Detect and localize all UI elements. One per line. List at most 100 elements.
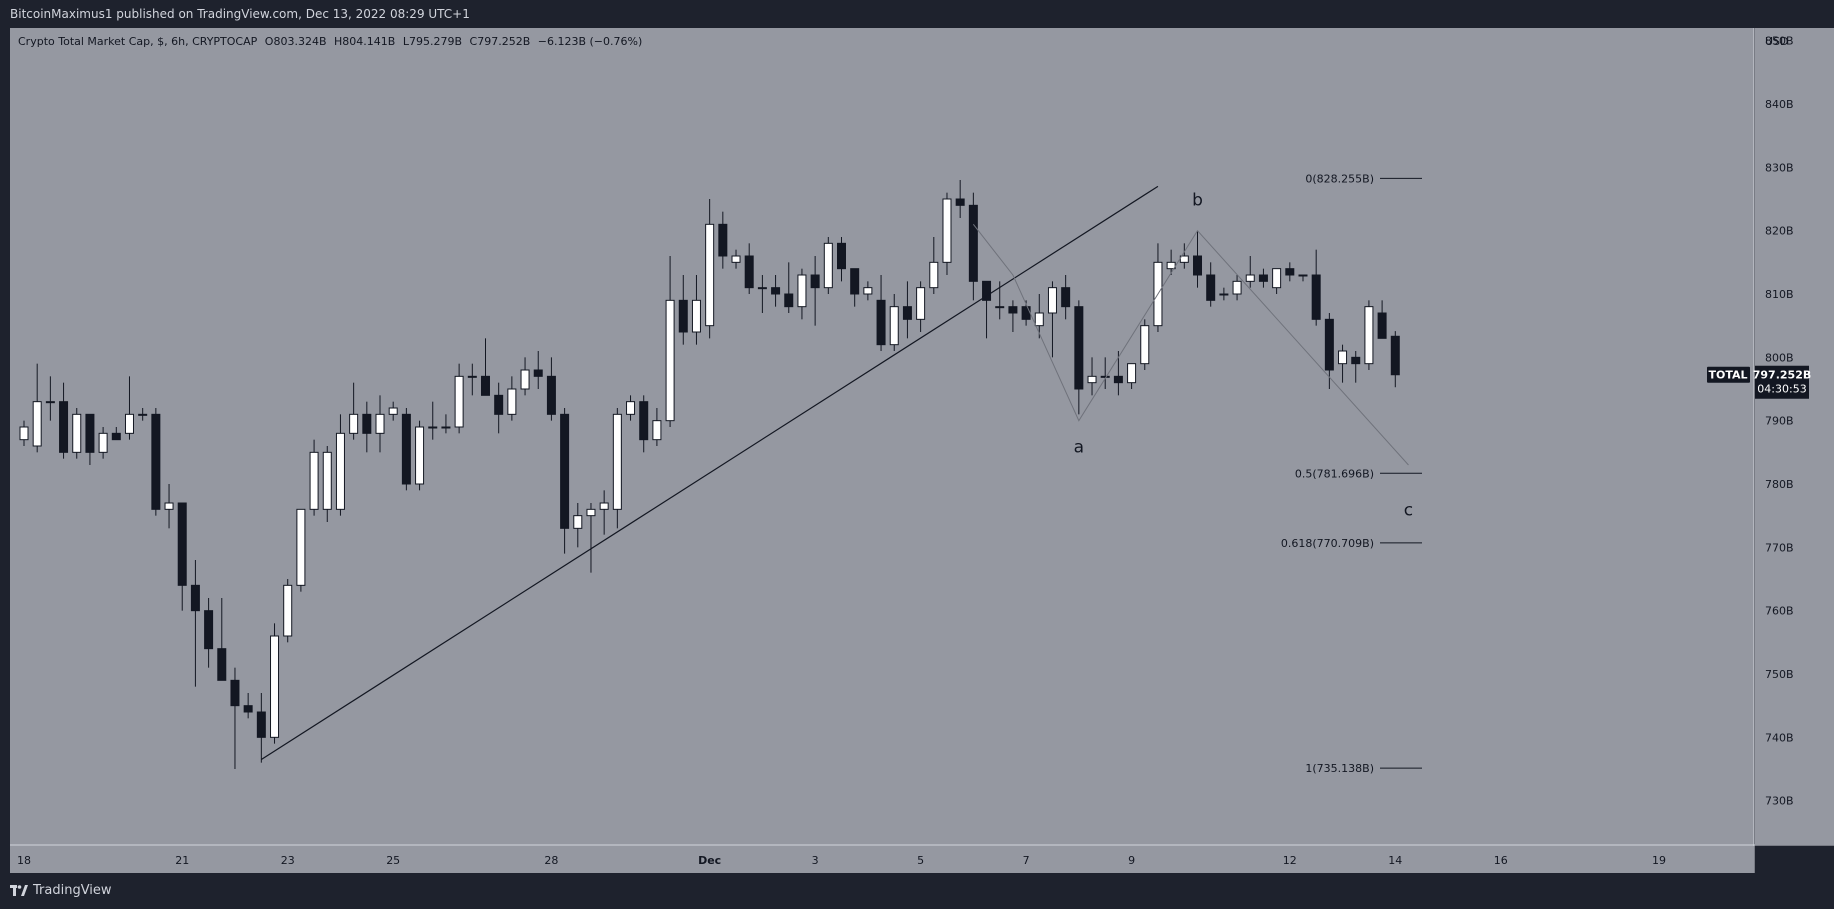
candle-body-down xyxy=(1351,356,1361,365)
candle-body-up xyxy=(1100,375,1110,378)
candle-body-up xyxy=(916,287,926,320)
candle-body-down xyxy=(968,204,978,282)
candle-body-up xyxy=(98,432,108,453)
candle xyxy=(1390,331,1400,388)
candle-body-down xyxy=(1061,287,1071,308)
candle-body-up xyxy=(705,223,715,327)
candle xyxy=(810,256,820,326)
candle xyxy=(1219,287,1229,301)
candle-body-down xyxy=(177,502,187,586)
candle-body-up xyxy=(1034,312,1044,327)
candle-body-up xyxy=(32,401,42,447)
candle-body-up xyxy=(72,413,82,453)
y-tick-label: 800B xyxy=(1765,351,1794,364)
candle xyxy=(586,503,596,573)
x-axis-panel[interactable] xyxy=(10,846,1754,873)
candle xyxy=(771,275,781,307)
tradingview-logo-icon xyxy=(10,884,28,896)
candle-body-down xyxy=(1206,274,1216,301)
candle xyxy=(283,579,293,643)
candle xyxy=(929,237,939,294)
symbol-tag xyxy=(1707,366,1750,383)
x-tick-label: 21 xyxy=(175,854,189,867)
candle xyxy=(177,502,187,611)
candle xyxy=(494,382,504,434)
candle-body-down xyxy=(480,375,490,396)
fib-level-label: 0.5(781.696B) xyxy=(1295,467,1374,480)
candle-body-up xyxy=(797,274,807,308)
candle xyxy=(916,281,926,332)
x-tick-label: 12 xyxy=(1283,854,1297,867)
candle xyxy=(124,376,134,440)
x-tick-label: Dec xyxy=(698,854,721,867)
candle-body-down xyxy=(85,413,95,453)
candle-body-up xyxy=(1127,363,1137,384)
candle-body-down xyxy=(190,584,200,612)
candle-body-down xyxy=(982,280,992,301)
y-axis-panel[interactable] xyxy=(1755,28,1834,845)
candle xyxy=(1034,294,1044,339)
candle xyxy=(902,281,912,339)
candle xyxy=(626,395,636,421)
candle xyxy=(45,376,55,421)
candle xyxy=(823,237,833,294)
candle xyxy=(138,408,148,421)
candle xyxy=(1206,262,1216,307)
x-tick-label: 14 xyxy=(1388,854,1402,867)
candle-body-down xyxy=(59,401,69,453)
trendline[interactable] xyxy=(261,185,1159,761)
candle-body-down xyxy=(1021,306,1031,320)
candle xyxy=(401,408,411,491)
candle xyxy=(1272,268,1282,294)
candle-body-up xyxy=(335,432,345,510)
candle xyxy=(1166,249,1176,275)
candle xyxy=(59,382,69,459)
fib-level-label: 0(828.255B) xyxy=(1305,172,1374,185)
candle-body-up xyxy=(415,426,425,485)
candle xyxy=(388,401,398,421)
candle-body-down xyxy=(784,293,794,308)
candle-body-up xyxy=(586,508,596,517)
candle-body-up xyxy=(349,413,359,434)
y-tick-label: 750B xyxy=(1765,668,1794,681)
legend-high-label: H xyxy=(334,35,343,48)
candles xyxy=(19,180,1400,769)
candle xyxy=(270,623,280,744)
candle xyxy=(1047,281,1057,358)
wave-label-a: a xyxy=(1074,437,1084,457)
candle xyxy=(639,395,649,453)
legend-low-value: 795.279B xyxy=(408,35,463,48)
candle xyxy=(1298,274,1308,282)
x-tick-label: 16 xyxy=(1494,854,1508,867)
wave-path[interactable] xyxy=(972,224,1409,466)
candle-body-up xyxy=(507,388,517,415)
publish-text: BitcoinMaximus1 published on TradingView… xyxy=(10,7,470,21)
candle xyxy=(876,275,886,351)
candle xyxy=(678,275,688,345)
candle-body-up xyxy=(296,508,306,586)
legend-high-value: 804.141B xyxy=(342,35,396,48)
y-axis-unit-label: USD xyxy=(1765,35,1789,48)
footer-bar: TradingView xyxy=(0,874,1834,909)
candle xyxy=(546,357,556,421)
tradingview-brand[interactable]: TradingView xyxy=(10,883,112,898)
legend-low-label: L xyxy=(402,35,409,48)
candle-body-down xyxy=(1074,306,1084,390)
candle-body-up xyxy=(375,413,385,434)
candle xyxy=(454,363,464,434)
fib-level-label: 1(735.138B) xyxy=(1305,762,1374,775)
candle-body-up xyxy=(1166,261,1176,270)
candle xyxy=(691,275,701,345)
candle-body-up xyxy=(942,198,952,263)
candle xyxy=(322,446,332,522)
candle-body-up xyxy=(428,426,438,429)
candle xyxy=(955,180,965,218)
candle-body-up xyxy=(283,584,293,637)
candle-body-up xyxy=(270,635,280,738)
plot-area[interactable] xyxy=(10,28,1754,873)
candle xyxy=(1245,256,1255,288)
candle-body-down xyxy=(1193,255,1203,276)
candle-body-down xyxy=(902,306,912,320)
